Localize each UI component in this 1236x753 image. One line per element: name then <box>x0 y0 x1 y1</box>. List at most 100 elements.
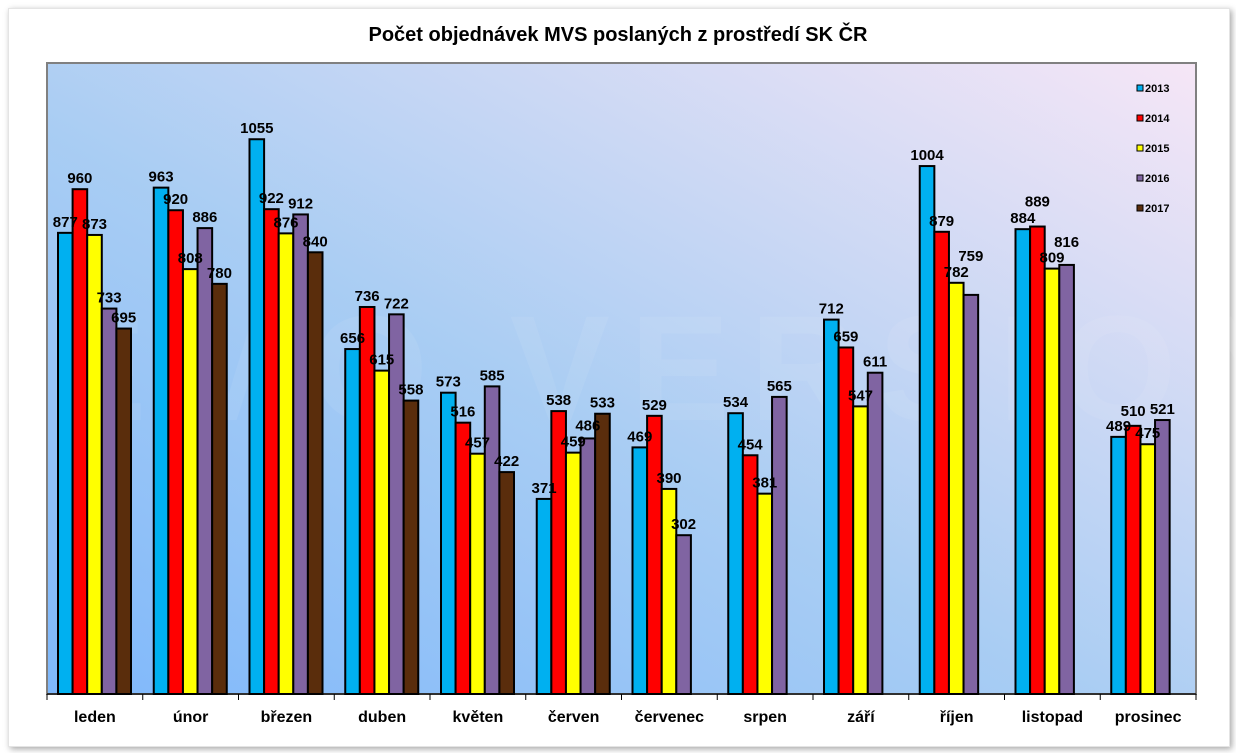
data-label-2015-březen: 876 <box>273 214 298 231</box>
bar-2015-březen <box>277 232 295 695</box>
bar-2016-září <box>866 371 884 695</box>
bar-2013-červenec <box>631 446 649 695</box>
data-label-2013-prosinec: 489 <box>1106 418 1131 435</box>
data-label-2016-leden: 733 <box>97 290 122 307</box>
data-label-2013-červenec: 469 <box>627 428 652 445</box>
bar-2015-listopad <box>1043 267 1061 695</box>
legend-label-2017: 2017 <box>1145 203 1169 215</box>
bar-2014-březen <box>263 208 280 695</box>
bar-2015-srpen <box>756 492 774 695</box>
data-label-2015-červen: 459 <box>561 434 586 451</box>
x-tick-label-říjen: říjen <box>940 709 974 726</box>
data-label-2015-červenec: 390 <box>656 470 681 487</box>
bar-2015-únor <box>181 268 199 695</box>
bar-2014-květen <box>454 421 472 695</box>
bar-2017-leden <box>115 327 133 695</box>
x-axis: leden únor březen duben květen červen červenec… <box>46 693 1197 726</box>
bar-2016-březen <box>292 213 309 695</box>
data-label-2013-srpen: 534 <box>723 394 749 411</box>
data-label-2014-červenec: 529 <box>642 397 667 414</box>
data-label-2015-září: 547 <box>848 387 873 404</box>
data-label-2016-únor: 886 <box>192 209 217 226</box>
bar-2016-červen <box>579 437 597 695</box>
data-label-2016-duben: 722 <box>384 295 409 312</box>
bar-2016-květen <box>483 385 501 695</box>
plot-area <box>46 62 1197 695</box>
data-label-2013-únor: 963 <box>149 169 174 186</box>
data-label-2016-září: 611 <box>863 354 887 371</box>
bar-2017-únor <box>211 282 228 695</box>
data-label-2016-říjen: 759 <box>958 248 983 265</box>
bar-2016-červenec <box>675 534 692 695</box>
legend: 2013 2014 2015 2016 2017 <box>1136 83 1170 215</box>
data-label-2014-červen: 538 <box>546 392 571 409</box>
data-label-2014-září: 659 <box>833 328 858 345</box>
legend-swatch-2015 <box>1136 144 1144 152</box>
x-tick-label-září: září <box>847 709 875 726</box>
bar-2013-prosinec <box>1110 435 1127 695</box>
bar-2015-říjen <box>947 281 965 695</box>
legend-swatch-2014 <box>1136 114 1144 122</box>
data-label-2015-květen: 457 <box>465 435 490 452</box>
data-label-2015-prosinec: 475 <box>1135 425 1160 442</box>
bar-2016-duben <box>388 313 405 695</box>
x-tick-label-leden: leden <box>74 709 116 726</box>
bar-2014-únor <box>167 209 184 695</box>
x-tick-label-prosinec: prosinec <box>1115 709 1182 726</box>
x-tick-label-listopad: listopad <box>1022 709 1083 726</box>
data-label-2014-říjen: 879 <box>929 213 954 230</box>
data-label-2013-květen: 573 <box>436 374 461 391</box>
bar-2013-únor <box>152 186 170 695</box>
bar-2014-červenec <box>646 414 663 695</box>
bar-2013-leden <box>57 231 74 695</box>
x-tick-label-srpen: srpen <box>743 709 787 726</box>
data-label-2016-prosinec: 521 <box>1150 401 1175 418</box>
data-label-2013-březen: 1055 <box>240 120 273 137</box>
legend-label-2013: 2013 <box>1145 83 1169 95</box>
legend-swatch-2016 <box>1136 174 1144 182</box>
data-label-2017-leden: 695 <box>111 310 136 327</box>
bar-2017-červen <box>594 412 611 695</box>
data-label-2017-květen: 422 <box>494 453 519 470</box>
data-label-2016-srpen: 565 <box>767 378 792 395</box>
data-label-2015-leden: 873 <box>82 216 107 233</box>
data-label-2016-červenec: 302 <box>671 516 696 533</box>
bar-2013-září <box>823 318 840 695</box>
bar-2017-duben <box>402 399 420 695</box>
bar-2016-listopad <box>1058 263 1075 695</box>
bar-2013-říjen <box>918 165 936 695</box>
data-label-2016-červen: 486 <box>575 417 600 434</box>
bar-2016-srpen <box>771 395 788 695</box>
legend-swatch-2017 <box>1136 204 1144 212</box>
data-label-2014-srpen: 454 <box>738 436 764 453</box>
x-tick-label-únor: únor <box>173 709 209 726</box>
data-label-2014-květen: 516 <box>450 404 475 421</box>
data-label-2016-listopad: 816 <box>1054 234 1079 251</box>
legend-swatch-2013 <box>1136 84 1144 92</box>
bar-2017-březen <box>306 251 324 696</box>
bar-2014-prosinec <box>1124 424 1142 695</box>
x-tick-label-duben: duben <box>358 709 406 726</box>
data-label-2015-listopad: 809 <box>1039 250 1064 267</box>
legend-label-2014: 2014 <box>1145 113 1170 125</box>
x-tick-label-červenec: červenec <box>635 709 704 726</box>
data-label-2015-duben: 615 <box>369 352 394 369</box>
data-label-2015-říjen: 782 <box>944 264 969 281</box>
bar-2014-říjen <box>933 230 950 695</box>
data-label-2017-duben: 558 <box>398 382 423 399</box>
bar-2013-květen <box>440 391 457 695</box>
bar-2016-říjen <box>962 293 980 695</box>
x-tick-label-červen: červen <box>548 709 600 726</box>
data-label-2016-březen: 912 <box>288 195 313 212</box>
legend-label-2015: 2015 <box>1145 143 1169 155</box>
data-label-2016-květen: 585 <box>480 367 505 384</box>
bar-2014-listopad <box>1029 225 1046 695</box>
bar-2016-leden <box>100 307 118 695</box>
data-label-2013-červen: 371 <box>532 480 557 497</box>
bar-2016-prosinec <box>1154 419 1171 695</box>
bar-2017-květen <box>498 471 515 695</box>
data-label-2014-březen: 922 <box>259 190 284 207</box>
data-label-2014-leden: 960 <box>67 170 92 187</box>
data-label-2017-březen: 840 <box>303 233 328 250</box>
data-label-2013-říjen: 1004 <box>910 147 944 164</box>
